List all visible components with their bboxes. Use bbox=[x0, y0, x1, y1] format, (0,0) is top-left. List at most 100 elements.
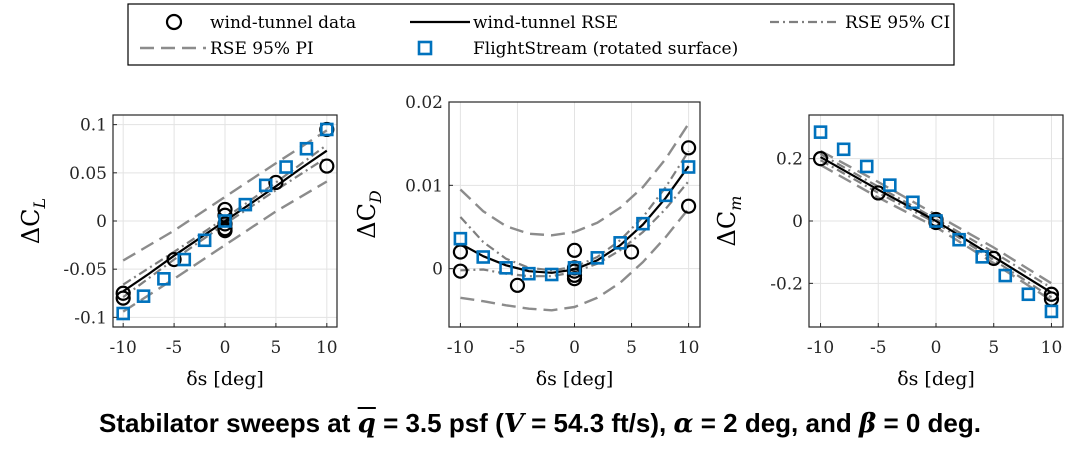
y-tick-label: 0.02 bbox=[405, 93, 443, 113]
rse-pi-upper-line bbox=[459, 123, 690, 237]
flightstream-point bbox=[238, 197, 253, 212]
flightstream-point bbox=[299, 141, 314, 156]
flightstream-point bbox=[681, 160, 696, 174]
flightstream-point bbox=[279, 160, 293, 174]
y-tick-label: 0.2 bbox=[776, 150, 803, 170]
rse-pi-lower-line bbox=[460, 207, 690, 312]
y-tick-label: 0.05 bbox=[69, 164, 107, 184]
y-tick-label: 0.01 bbox=[405, 176, 443, 196]
caption-part2: = 3.5 psf ( bbox=[375, 408, 504, 438]
flightstream-point bbox=[218, 214, 232, 228]
flightstream-point bbox=[859, 159, 874, 174]
x-tick-label: 5 bbox=[270, 338, 281, 358]
x-tick-label: -5 bbox=[870, 338, 887, 358]
x-tick-label: -10 bbox=[447, 338, 474, 358]
flightstream-point bbox=[453, 231, 468, 246]
x-tick-label: 10 bbox=[316, 338, 338, 358]
wt-data-point bbox=[509, 277, 526, 293]
y-tick-label: 0 bbox=[432, 260, 443, 280]
x-tick-label: -10 bbox=[109, 338, 136, 358]
flightstream-point bbox=[136, 289, 151, 303]
chart-lift: -10 -5 0 5 10 -0.1 -0.05 0 0.05 0.1 δs [deg] ΔCL bbox=[17, 114, 338, 390]
flightstream-point bbox=[544, 267, 559, 282]
caption-beta: β bbox=[858, 409, 877, 439]
figure-caption: Stabilator sweeps at q = 3.5 psf (V = 54… bbox=[0, 408, 1080, 439]
flightstream-point bbox=[258, 178, 273, 193]
flightstream-point bbox=[1044, 304, 1059, 319]
x-tick-label: 10 bbox=[678, 338, 700, 358]
wt-data-point bbox=[1043, 286, 1060, 302]
flightstream-point bbox=[883, 178, 897, 192]
caption-alpha: α bbox=[673, 409, 694, 439]
wt-data-point bbox=[217, 223, 233, 239]
y-tick-label: 0 bbox=[792, 212, 803, 232]
wt-data-point bbox=[870, 185, 886, 201]
caption-prefix: Stabilator sweeps at bbox=[99, 408, 358, 438]
wt-data-point bbox=[115, 290, 131, 306]
x-tick-label: 0 bbox=[220, 338, 231, 358]
wt-data-point bbox=[623, 244, 640, 260]
caption-part5: = 0 deg. bbox=[876, 408, 981, 438]
flightstream-point bbox=[590, 251, 605, 265]
y-tick-label: 0.1 bbox=[80, 116, 107, 136]
wt-data-point bbox=[566, 242, 583, 258]
flightstream-point bbox=[1021, 287, 1036, 302]
flightstream-point bbox=[658, 188, 673, 203]
wt-data-point bbox=[680, 198, 697, 214]
flightstream-point bbox=[197, 233, 212, 248]
flightstream-point bbox=[836, 142, 851, 157]
x-tick-label: 0 bbox=[569, 338, 580, 358]
rse-pi-lower-line bbox=[122, 180, 328, 313]
rse-ci-upper-line bbox=[819, 153, 1053, 289]
rse-pi-upper-line bbox=[122, 129, 328, 262]
y-tick-label: -0.2 bbox=[770, 274, 803, 294]
flightstream-point bbox=[613, 236, 627, 250]
legend-fs-label: FlightStream (rotated surface) bbox=[473, 39, 738, 59]
chart-pitch: -10 -5 0 5 10 -0.2 0 0.2 δs [deg] ΔCm bbox=[713, 114, 1064, 390]
figure: wind-tunnel data wind-tunnel RSE RSE 95%… bbox=[17, 3, 1064, 390]
flightstream-point bbox=[476, 250, 491, 264]
wt-data-point bbox=[319, 158, 335, 174]
x-tick-label: 5 bbox=[626, 338, 637, 358]
flightstream-point bbox=[813, 125, 828, 139]
x-tick-label: 5 bbox=[988, 338, 999, 358]
legend-box bbox=[127, 3, 955, 66]
flightstream-point bbox=[636, 216, 650, 231]
legend-wt-rse-label: wind-tunnel RSE bbox=[473, 13, 618, 33]
x-tick-label: 10 bbox=[1041, 338, 1063, 358]
flightstream-point bbox=[320, 122, 334, 137]
flightstream-point bbox=[998, 268, 1013, 283]
caption-v: V bbox=[503, 409, 524, 439]
legend-wt-data-label: wind-tunnel data bbox=[210, 13, 356, 33]
flightstream-point bbox=[522, 266, 536, 281]
x-tick-label: 0 bbox=[931, 338, 942, 358]
flightstream-point bbox=[499, 261, 513, 275]
flightstream-point bbox=[906, 195, 920, 210]
x-axis-label: δs [deg] bbox=[536, 368, 614, 390]
legend-rse-ci-label: RSE 95% CI bbox=[845, 13, 950, 33]
wt-data-point bbox=[452, 263, 469, 279]
x-axis-label: δs [deg] bbox=[186, 368, 264, 390]
y-axis-label: ΔCD bbox=[353, 190, 385, 239]
y-axis-label: ΔCm bbox=[713, 196, 745, 247]
x-tick-label: -5 bbox=[509, 338, 526, 358]
wt-data-point bbox=[680, 140, 697, 156]
flightstream-point bbox=[567, 261, 582, 275]
wt-data-point bbox=[115, 285, 131, 301]
x-tick-label: -10 bbox=[807, 338, 834, 358]
caption-qbar: q bbox=[357, 409, 376, 439]
wt-data-point bbox=[812, 151, 829, 167]
flightstream-point bbox=[929, 214, 943, 228]
flightstream-point bbox=[157, 272, 171, 286]
legend: wind-tunnel data wind-tunnel RSE RSE 95%… bbox=[127, 3, 955, 66]
wt-data-point bbox=[268, 174, 284, 191]
legend-rse-pi-label: RSE 95% PI bbox=[210, 39, 314, 59]
y-tick-label: 0 bbox=[96, 212, 107, 232]
y-tick-label: -0.05 bbox=[63, 260, 107, 280]
legend-fs-marker bbox=[417, 40, 433, 56]
flightstream-point bbox=[975, 250, 989, 264]
y-axis-label: ΔCL bbox=[17, 198, 49, 244]
wt-data-point bbox=[452, 244, 469, 260]
flightstream-point bbox=[177, 252, 192, 267]
x-axis-label: δs [deg] bbox=[897, 368, 975, 390]
